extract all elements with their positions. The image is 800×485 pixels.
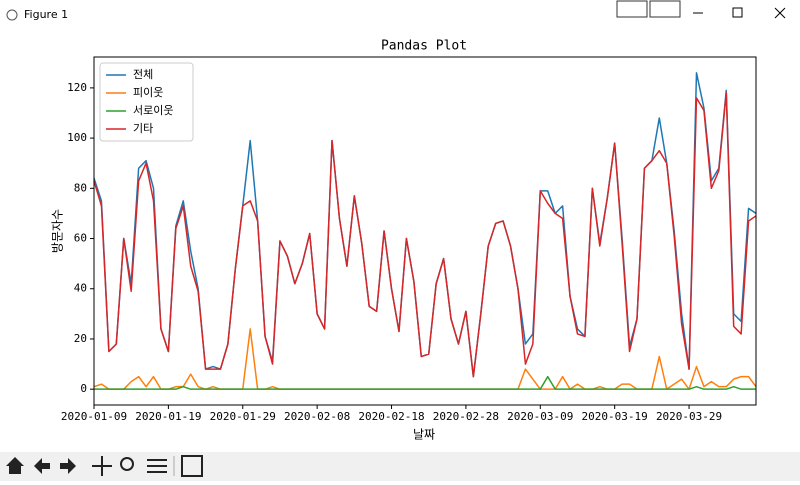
y-tick-label: 120 — [67, 81, 87, 94]
x-tick-label: 2020-03-09 — [507, 410, 573, 423]
legend-label: 기타 — [133, 122, 153, 135]
maximize-button[interactable] — [732, 7, 743, 18]
save-button[interactable] — [181, 455, 203, 477]
pan-button[interactable] — [92, 456, 112, 476]
window-title: Figure 1 — [24, 8, 68, 21]
legend-label: 피이웃 — [133, 86, 163, 99]
y-tick-label: 40 — [74, 282, 87, 295]
x-axis-label: 날짜 — [413, 428, 435, 442]
series-line — [93, 328, 757, 390]
toolbar — [0, 452, 800, 481]
x-tick-label: 2020-02-18 — [358, 410, 424, 423]
y-tick-label: 60 — [74, 232, 87, 245]
y-tick-label: 0 — [80, 382, 87, 395]
legend-label: 전체 — [133, 68, 153, 81]
y-axis-label: 방문자수 — [51, 209, 65, 253]
zoom-button[interactable] — [120, 457, 134, 471]
window-button[interactable] — [649, 0, 681, 18]
back-button[interactable] — [34, 458, 50, 474]
series-line — [93, 92, 757, 378]
x-tick-label: 2020-03-19 — [582, 410, 648, 423]
x-tick-label: 2020-01-29 — [210, 410, 276, 423]
x-tick-label: 2020-02-08 — [284, 410, 350, 423]
y-tick-label: 80 — [74, 181, 87, 194]
x-tick-label: 2020-02-28 — [433, 410, 499, 423]
forward-button[interactable] — [60, 458, 76, 474]
x-tick-label: 2020-01-19 — [135, 410, 201, 423]
y-tick-label: 20 — [74, 332, 87, 345]
home-button[interactable] — [6, 457, 24, 474]
legend-label: 서로이웃 — [133, 104, 173, 117]
x-tick-label: 2020-03-29 — [656, 410, 722, 423]
legend-box — [99, 62, 194, 142]
toolbar-icons — [6, 455, 203, 477]
close-button[interactable] — [774, 7, 786, 19]
x-tick-label: 2020-01-09 — [61, 410, 127, 423]
series-line — [94, 375, 756, 390]
plot-frame — [93, 56, 757, 406]
chart-title: Pandas Plot — [381, 39, 467, 54]
configure-button[interactable] — [147, 459, 167, 473]
y-tick-label: 100 — [67, 131, 87, 144]
window-button[interactable] — [616, 0, 648, 18]
app-icon — [6, 9, 18, 21]
